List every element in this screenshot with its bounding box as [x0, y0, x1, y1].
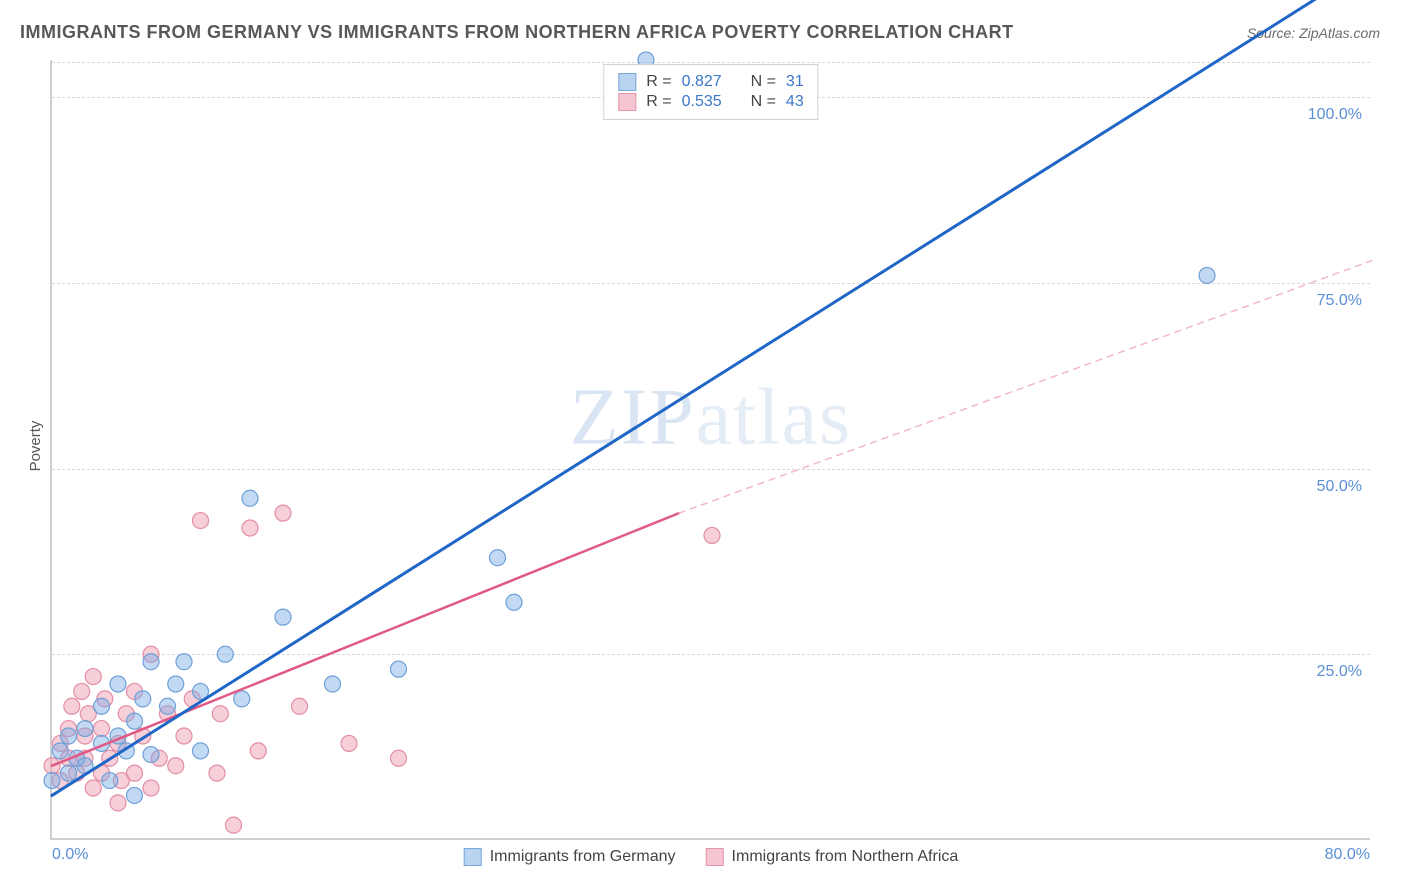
y-axis-label: Poverty: [27, 421, 44, 472]
chart-svg: [52, 60, 1370, 838]
swatch-germany-icon: [618, 73, 636, 91]
x-tick-right: 80.0%: [1325, 846, 1370, 864]
correlation-legend: R = 0.827 N = 31 R = 0.535 N = 43: [603, 64, 818, 120]
chart-title: IMMIGRANTS FROM GERMANY VS IMMIGRANTS FR…: [20, 22, 1014, 43]
n-label: N =: [751, 93, 776, 111]
legend-row-germany: R = 0.827 N = 31: [618, 73, 803, 91]
r-nafrica-value: 0.535: [682, 93, 722, 111]
series-legend: Immigrants from Germany Immigrants from …: [464, 848, 959, 866]
legend-row-nafrica: R = 0.535 N = 43: [618, 93, 803, 111]
n-germany-value: 31: [786, 73, 804, 91]
swatch-germany-icon: [464, 848, 482, 866]
legend-item-germany: Immigrants from Germany: [464, 848, 676, 866]
source-label: Source: ZipAtlas.com: [1247, 25, 1380, 41]
x-tick-left: 0.0%: [52, 846, 88, 864]
plot-area: ZIPatlas R = 0.827 N = 31 R = 0.535 N = …: [50, 60, 1370, 840]
legend-item-nafrica: Immigrants from Northern Africa: [706, 848, 959, 866]
r-germany-value: 0.827: [682, 73, 722, 91]
swatch-nafrica-icon: [706, 848, 724, 866]
swatch-nafrica-icon: [618, 93, 636, 111]
legend-label-nafrica: Immigrants from Northern Africa: [732, 848, 959, 866]
r-label: R =: [646, 73, 671, 91]
r-label: R =: [646, 93, 671, 111]
n-nafrica-value: 43: [786, 93, 804, 111]
legend-label-germany: Immigrants from Germany: [490, 848, 676, 866]
n-label: N =: [751, 73, 776, 91]
